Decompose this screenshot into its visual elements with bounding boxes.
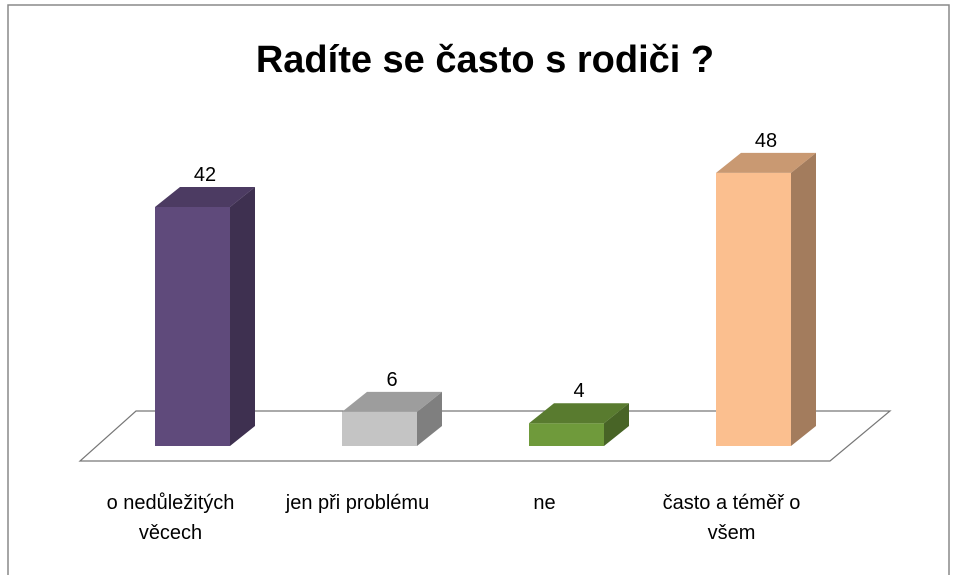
bar — [342, 391, 442, 446]
data-label: 4 — [573, 380, 584, 402]
bar-top — [155, 187, 255, 208]
bar-front — [155, 207, 230, 446]
bar-top — [529, 403, 629, 424]
bar-side — [791, 152, 816, 446]
bar — [529, 403, 629, 446]
data-label: 6 — [386, 369, 397, 391]
x-tick-label: ne — [533, 492, 556, 514]
bar-side — [417, 391, 442, 446]
bar-top — [716, 152, 816, 173]
x-tick-label: o nedůležitých věcech — [106, 492, 235, 544]
x-tick-label: jen při problému — [285, 492, 430, 514]
floor — [78, 410, 892, 462]
bar-side — [604, 403, 629, 446]
data-label: 42 — [194, 164, 216, 186]
data-label: 48 — [755, 130, 777, 152]
bar — [155, 187, 255, 446]
bar-top — [342, 391, 442, 412]
chart-title: Radíte se často s rodiči ? — [256, 39, 714, 81]
bar-front — [716, 172, 791, 446]
bar-front — [342, 411, 417, 446]
x-tick-label: často a téměř o všem — [662, 492, 801, 544]
bar-front — [529, 423, 604, 446]
bar — [716, 152, 816, 446]
bar-side — [230, 187, 255, 446]
